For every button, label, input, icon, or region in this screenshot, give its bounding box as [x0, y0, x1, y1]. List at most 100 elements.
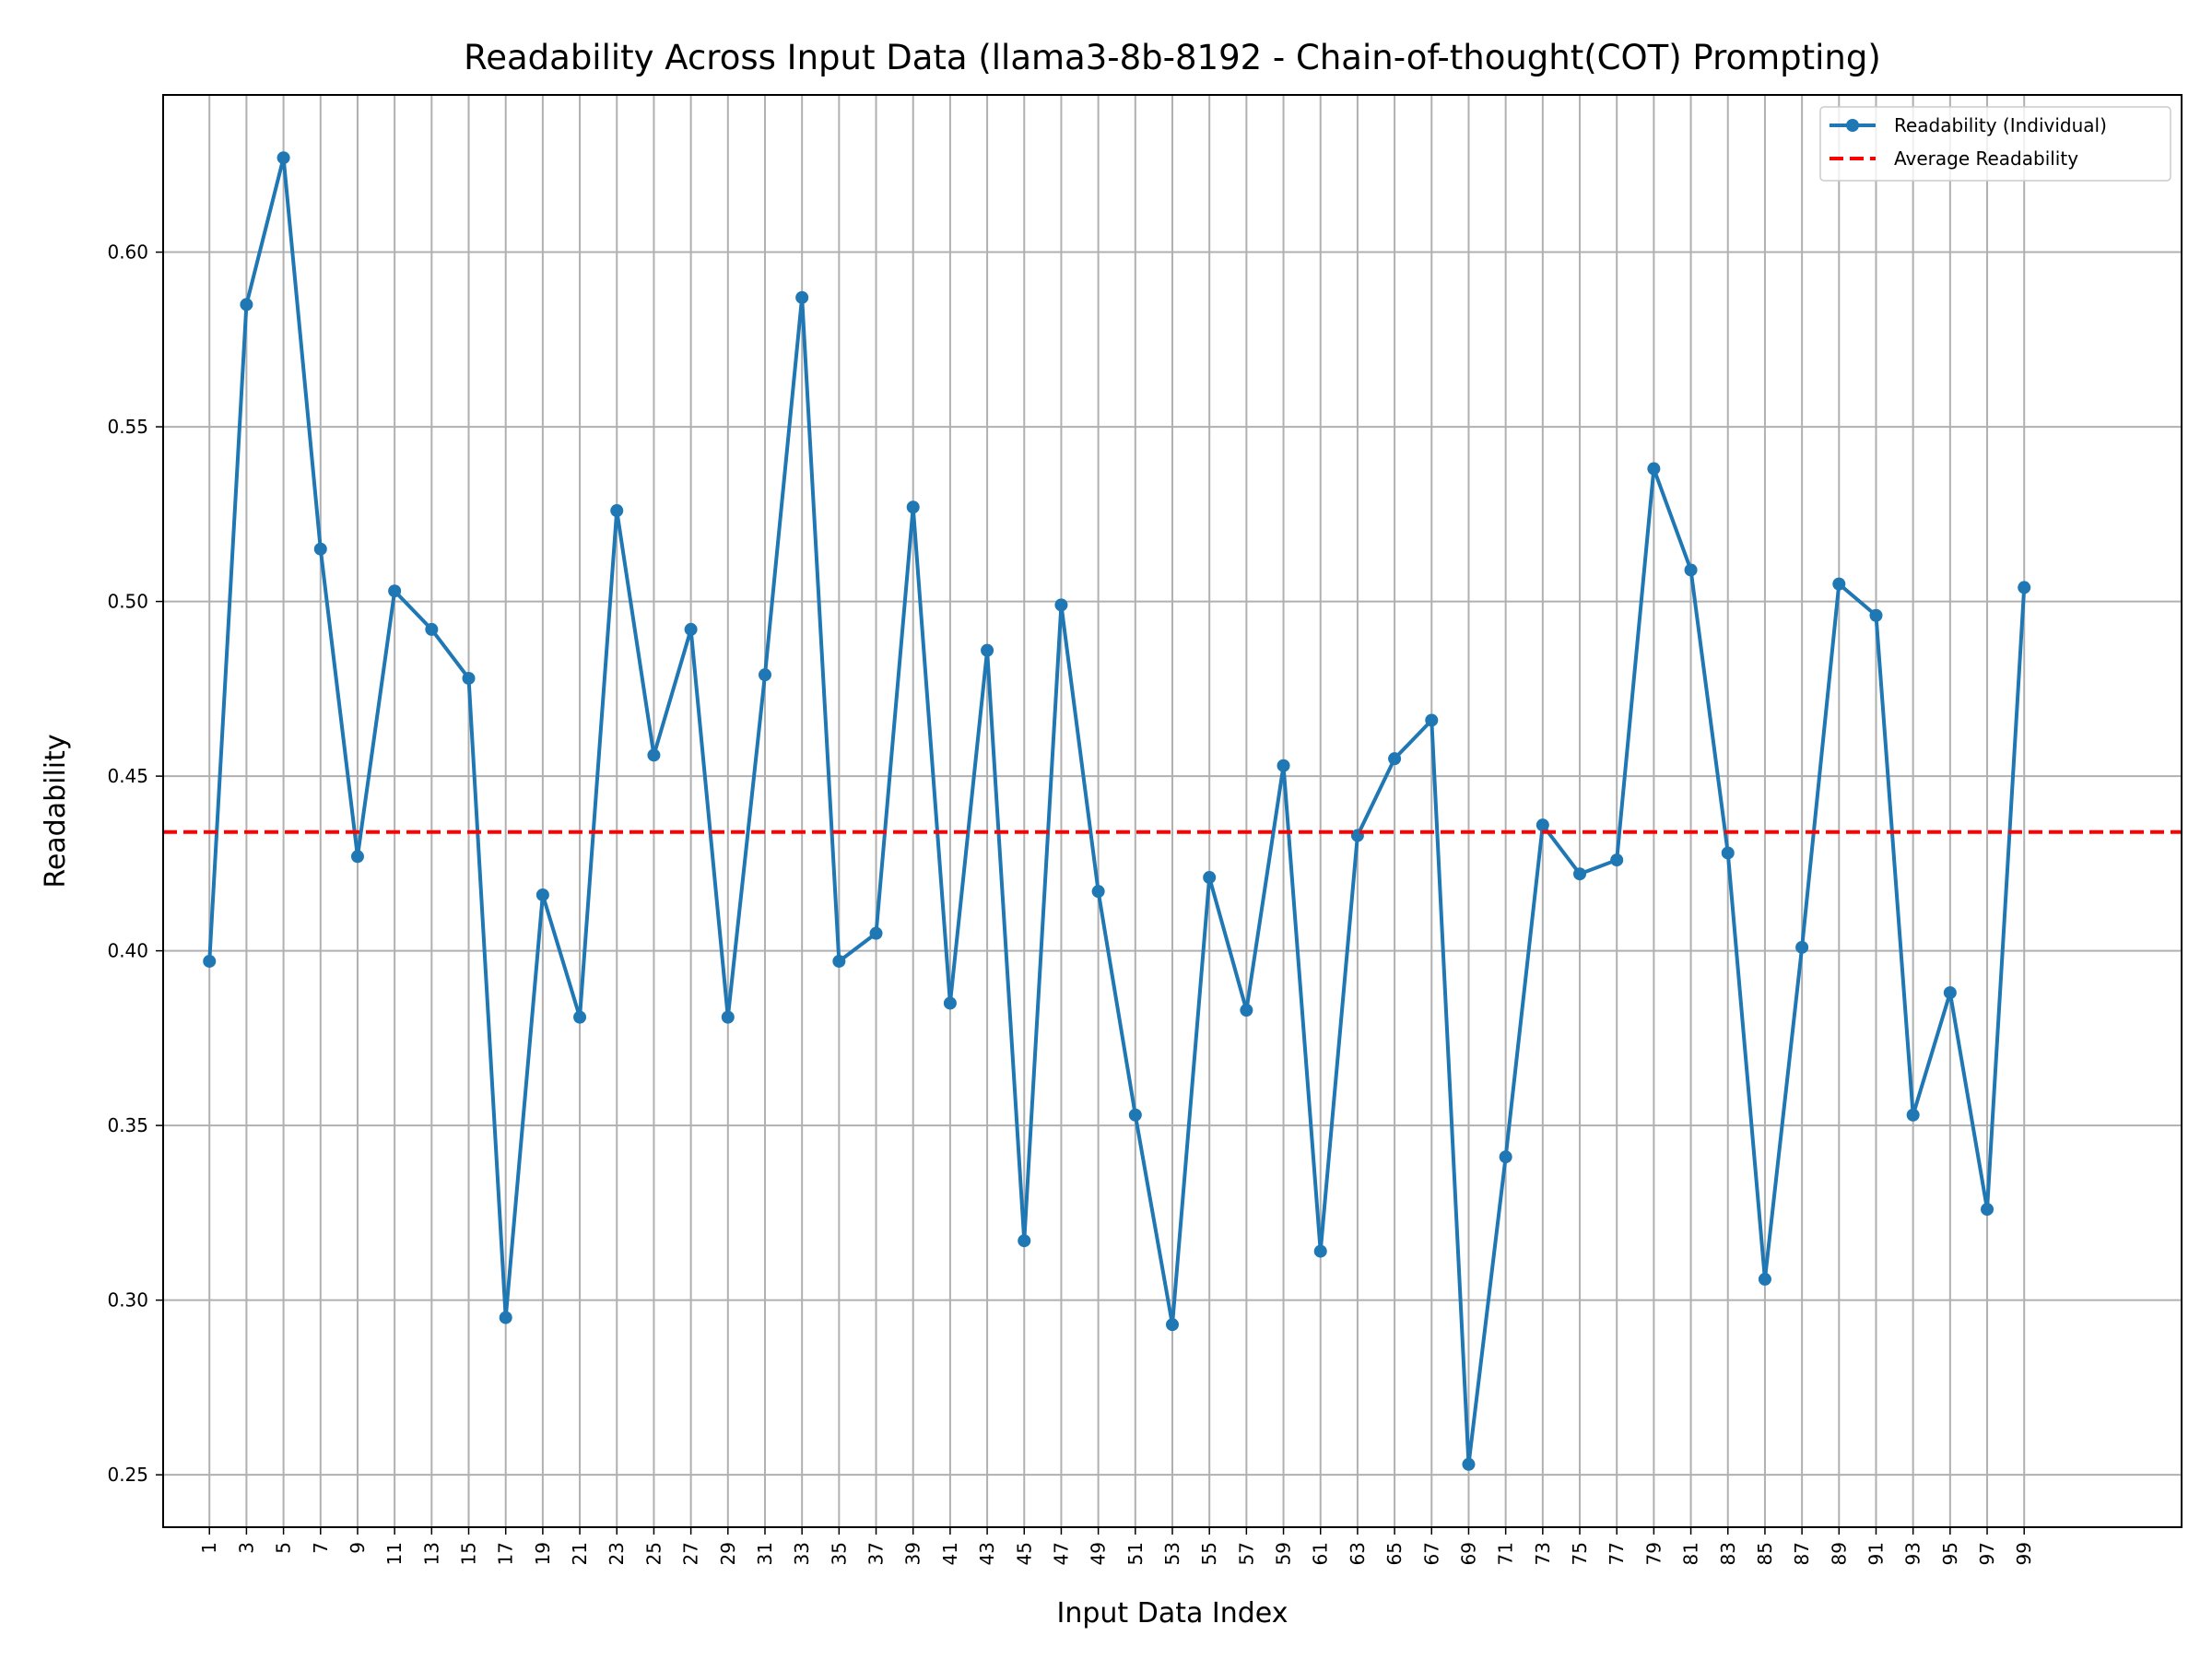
data-point: [1277, 759, 1290, 772]
data-point: [1573, 867, 1587, 881]
x-tick-label: 69: [1457, 1542, 1479, 1565]
x-tick-label: 55: [1198, 1542, 1220, 1565]
x-tick-label: 1: [198, 1542, 220, 1554]
x-tick-label: 71: [1495, 1542, 1517, 1565]
y-tick-label: 0.45: [107, 765, 148, 787]
x-tick-label: 65: [1383, 1542, 1406, 1565]
x-tick-label: 81: [1680, 1542, 1702, 1565]
x-tick-label: 21: [569, 1542, 591, 1565]
x-tick-label: 45: [1013, 1542, 1035, 1565]
x-tick-label: 17: [495, 1542, 517, 1565]
x-tick-label: 53: [1161, 1542, 1183, 1565]
data-point: [647, 748, 661, 762]
x-tick-label: 91: [1865, 1542, 1887, 1565]
x-tick-label: 61: [1310, 1542, 1332, 1565]
data-point: [388, 584, 402, 598]
data-point: [350, 850, 364, 864]
x-tick-label: 27: [680, 1542, 702, 1565]
data-point: [1721, 846, 1735, 860]
data-point: [1832, 577, 1846, 591]
data-point: [1091, 885, 1105, 899]
y-tick-label: 0.25: [107, 1464, 148, 1486]
data-point: [240, 298, 253, 312]
data-point: [499, 1311, 512, 1324]
x-tick-label: 23: [606, 1542, 628, 1565]
data-point: [832, 954, 846, 968]
x-tick-label: 31: [754, 1542, 776, 1565]
x-tick-label: 49: [1088, 1542, 1110, 1565]
legend-box: [1819, 106, 2171, 182]
legend-label-average: Average Readability: [1894, 147, 2078, 170]
data-point: [758, 668, 771, 682]
x-tick-label: 25: [642, 1542, 665, 1565]
x-tick-label: 41: [939, 1542, 961, 1565]
x-tick-label: 97: [1976, 1542, 1998, 1565]
x-tick-label: 93: [1902, 1542, 1924, 1565]
chart-title: Readability Across Input Data (llama3-8b…: [464, 38, 1881, 77]
data-point: [2018, 581, 2031, 594]
data-point: [425, 622, 439, 636]
x-tick-label: 3: [235, 1542, 257, 1554]
x-tick-label: 15: [458, 1542, 480, 1565]
x-tick-label: 77: [1606, 1542, 1628, 1565]
data-point: [906, 500, 920, 514]
y-tick-label: 0.60: [107, 241, 148, 264]
x-tick-label: 51: [1124, 1542, 1147, 1565]
x-tick-label: 59: [1273, 1542, 1295, 1565]
data-point: [462, 671, 476, 685]
x-axis-label: Input Data Index: [1057, 1597, 1288, 1630]
data-point: [1758, 1272, 1771, 1286]
x-tick-label: 63: [1347, 1542, 1369, 1565]
x-tick-label: 37: [865, 1542, 888, 1565]
data-point: [276, 151, 290, 165]
x-tick-label: 87: [1791, 1542, 1813, 1565]
data-point: [535, 888, 549, 901]
x-tick-label: 67: [1420, 1542, 1442, 1565]
grid: [163, 95, 2182, 1527]
y-tick-label: 0.40: [107, 940, 148, 962]
data-point: [1869, 608, 1883, 622]
x-tick-label: 11: [383, 1542, 406, 1565]
ticks: 1 3 5 7 9 11 13 15 17 19 21 23 25 27 29 31 33 35 37 39 41 43 4…: [107, 241, 2035, 1566]
x-tick-label: 79: [1642, 1542, 1665, 1565]
x-tick-label: 85: [1754, 1542, 1776, 1565]
data-point: [1313, 1244, 1327, 1258]
data-point: [981, 643, 994, 657]
x-tick-label: 57: [1235, 1542, 1257, 1565]
y-tick-label: 0.35: [107, 1114, 148, 1136]
data-point: [1425, 713, 1439, 727]
data-point: [1499, 1150, 1512, 1164]
readability-series-line: [207, 156, 2027, 1466]
data-point: [869, 926, 883, 940]
data-point: [1535, 818, 1549, 832]
x-tick-label: 39: [902, 1542, 924, 1565]
x-tick-label: 33: [791, 1542, 813, 1565]
y-tick-label: 0.55: [107, 416, 148, 438]
data-point: [610, 504, 624, 518]
data-point: [1943, 986, 1957, 1000]
data-point: [1166, 1318, 1179, 1332]
data-point: [943, 996, 957, 1010]
data-point: [203, 954, 217, 968]
data-point: [1203, 871, 1217, 885]
data-point: [313, 542, 327, 556]
data-point: [1240, 1004, 1253, 1018]
legend-label-individual: Readability (Individual): [1894, 114, 2107, 136]
x-tick-label: 43: [976, 1542, 998, 1565]
x-tick-label: 5: [273, 1542, 295, 1554]
x-tick-label: 35: [828, 1542, 850, 1565]
y-axis-label: Readability: [40, 734, 72, 888]
data-point: [795, 290, 809, 304]
x-tick-label: 73: [1532, 1542, 1554, 1565]
legend-marker-individual: [1846, 119, 1859, 132]
data-point: [1018, 1234, 1031, 1248]
data-point: [1795, 940, 1809, 954]
data-point: [1054, 598, 1068, 612]
y-tick-label: 0.50: [107, 591, 148, 613]
x-tick-label: 9: [347, 1542, 369, 1554]
data-point: [684, 622, 698, 636]
data-point: [1981, 1203, 1994, 1217]
